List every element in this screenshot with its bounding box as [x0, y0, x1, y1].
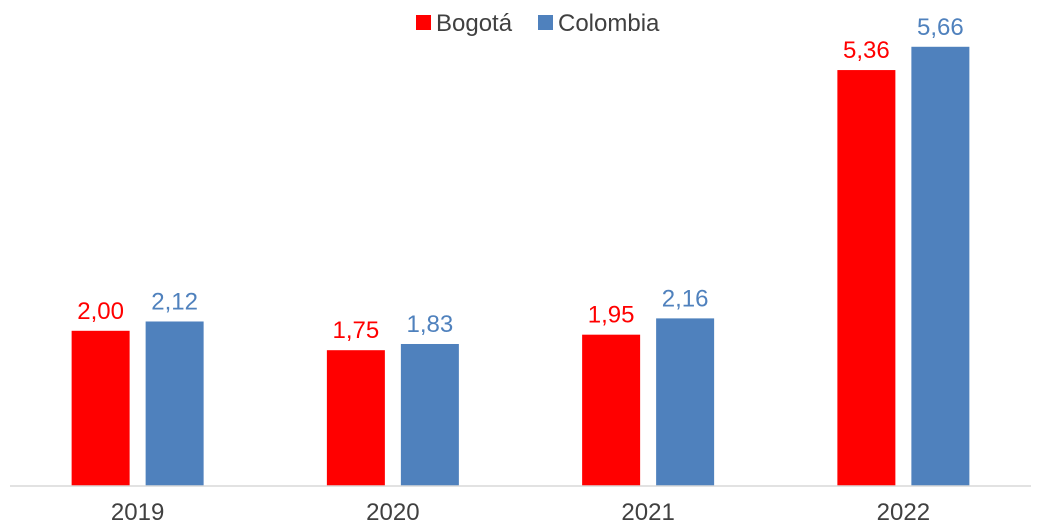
data-label-colombia-2022: 5,66 [917, 14, 964, 41]
legend-label-bogota: Bogotá [436, 10, 513, 37]
legend: Bogotá Colombia [416, 10, 660, 37]
data-labels-group: 2,00 2,12 1,75 1,83 1,95 2,16 5,36 5,66 [77, 14, 963, 344]
x-tick-labels-group: 2019 2020 2021 2022 [111, 499, 930, 526]
x-tick-label-2020: 2020 [366, 499, 419, 526]
bar-colombia-2021 [656, 318, 715, 486]
bar-colombia-2022 [911, 46, 970, 487]
data-label-colombia-2020: 1,83 [407, 311, 454, 338]
x-tick-label-2022: 2022 [877, 499, 930, 526]
bar-bogota-2019 [71, 330, 130, 486]
data-label-colombia-2019: 2,12 [151, 288, 198, 315]
bar-bogota-2021 [582, 334, 641, 486]
bar-bogota-2020 [326, 350, 385, 486]
bar-colombia-2019 [145, 321, 204, 486]
legend-swatch-colombia [538, 15, 553, 30]
legend-swatch-bogota [416, 15, 431, 30]
bar-colombia-2020 [400, 343, 459, 486]
bars-group [71, 46, 970, 487]
data-label-bogota-2022: 5,36 [843, 37, 890, 64]
bar-bogota-2022 [837, 70, 896, 487]
x-tick-label-2021: 2021 [621, 499, 674, 526]
data-label-bogota-2020: 1,75 [333, 317, 380, 344]
data-label-colombia-2021: 2,16 [662, 285, 709, 312]
x-tick-label-2019: 2019 [111, 499, 164, 526]
data-label-bogota-2019: 2,00 [77, 298, 124, 325]
legend-label-colombia: Colombia [558, 10, 660, 37]
data-label-bogota-2021: 1,95 [588, 302, 635, 329]
